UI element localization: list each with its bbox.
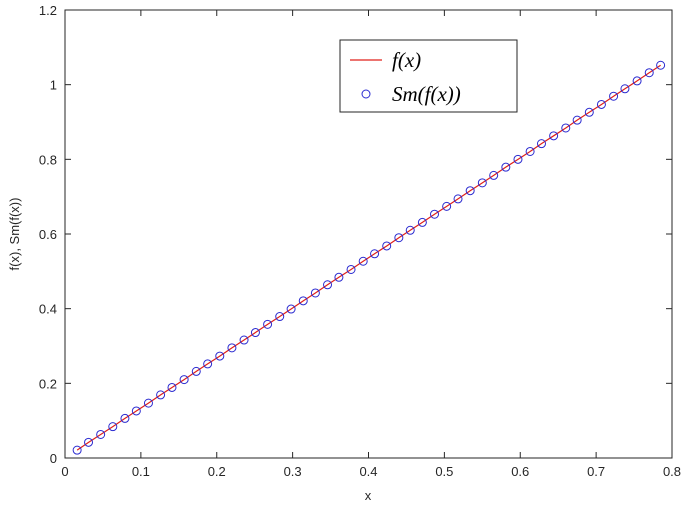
- legend-label: f(x): [392, 48, 421, 72]
- data-point: [405, 225, 415, 235]
- data-point: [382, 241, 392, 251]
- data-point: [156, 390, 166, 400]
- data-point: [572, 115, 582, 125]
- data-point: [215, 351, 225, 361]
- data-point: [394, 233, 404, 243]
- data-point: [513, 154, 523, 164]
- y-tick-label: 1.2: [39, 3, 57, 18]
- y-axis-label: f(x), Sm(f(x)): [7, 198, 22, 271]
- data-point: [131, 406, 141, 416]
- x-tick-label: 0.1: [132, 464, 150, 479]
- data-point: [84, 437, 94, 447]
- data-point: [250, 328, 260, 338]
- data-point: [72, 445, 82, 455]
- y-tick-label: 0.8: [39, 152, 57, 167]
- data-point: [644, 68, 654, 78]
- data-point: [370, 249, 380, 259]
- data-point: [120, 413, 130, 423]
- data-point: [263, 319, 273, 329]
- data-point: [275, 312, 285, 322]
- data-point: [310, 288, 320, 298]
- data-point: [358, 256, 368, 266]
- y-tick-label: 0.2: [39, 376, 57, 391]
- data-point: [465, 186, 475, 196]
- legend-box: [339, 39, 518, 113]
- data-point: [656, 60, 666, 70]
- data-point: [430, 209, 440, 219]
- x-tick-label: 0.4: [359, 464, 377, 479]
- x-tick-label: 0.8: [663, 464, 681, 479]
- data-point: [323, 280, 333, 290]
- data-point: [203, 359, 213, 369]
- data-point: [179, 375, 189, 385]
- data-point: [143, 398, 153, 408]
- y-tick-label: 1: [50, 78, 57, 93]
- data-point: [620, 84, 630, 94]
- data-point: [167, 382, 177, 392]
- data-point: [584, 107, 594, 117]
- data-point: [334, 272, 344, 282]
- data-point: [525, 146, 535, 156]
- data-line: [76, 64, 661, 451]
- data-point: [227, 343, 237, 353]
- data-point: [298, 296, 308, 306]
- data-point: [417, 217, 427, 227]
- legend-label: Sm(f(x)): [392, 82, 461, 106]
- x-tick-label: 0.3: [284, 464, 302, 479]
- data-point: [489, 170, 499, 180]
- x-axis-label: x: [365, 488, 372, 503]
- y-tick-label: 0.4: [39, 302, 57, 317]
- data-point: [561, 123, 571, 133]
- data-point: [632, 76, 642, 86]
- data-point: [453, 194, 463, 204]
- data-point: [596, 99, 606, 109]
- x-tick-label: 0.7: [587, 464, 605, 479]
- data-point: [609, 91, 619, 101]
- legend-swatch: [361, 89, 371, 99]
- data-point: [96, 429, 106, 439]
- data-point: [108, 422, 118, 432]
- data-point: [346, 264, 356, 274]
- data-point: [239, 335, 249, 345]
- data-point: [477, 178, 487, 188]
- data-point: [536, 139, 546, 149]
- data-point: [501, 162, 511, 172]
- data-point: [549, 131, 559, 141]
- y-tick-label: 0.6: [39, 227, 57, 242]
- data-point: [286, 304, 296, 314]
- x-tick-label: 0: [61, 464, 68, 479]
- x-tick-label: 0.2: [208, 464, 226, 479]
- x-tick-label: 0.5: [435, 464, 453, 479]
- data-point: [442, 201, 452, 211]
- x-tick-label: 0.6: [511, 464, 529, 479]
- y-tick-label: 0: [50, 451, 57, 466]
- data-point: [191, 366, 201, 376]
